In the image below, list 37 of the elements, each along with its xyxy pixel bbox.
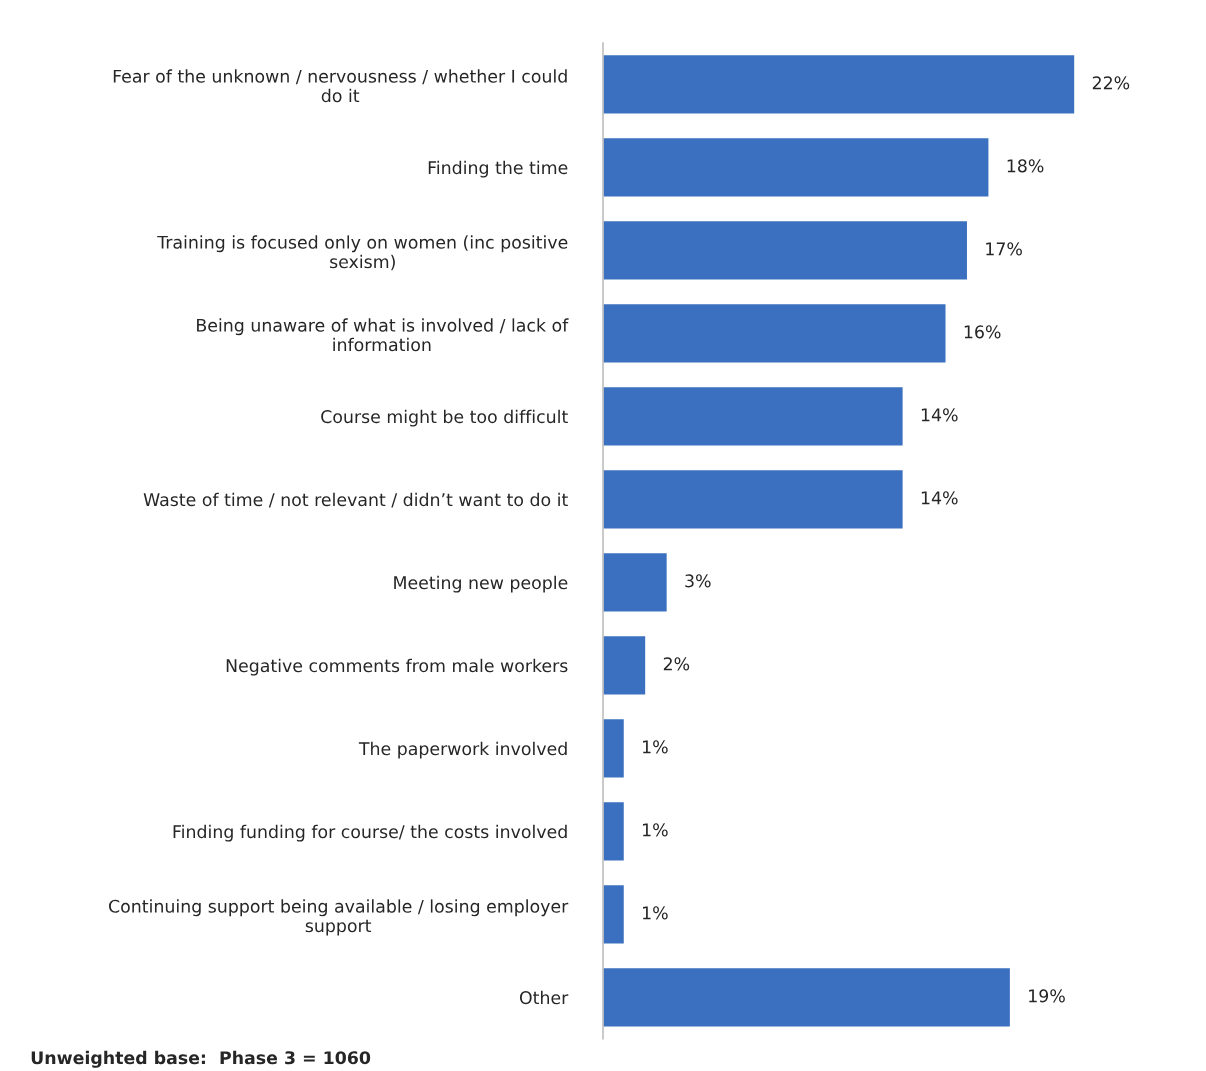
data-label: 14% [921,491,958,505]
y-tick-label: Fear of the unknown / nervousness / whether I could do it [113,69,567,103]
data-label: 17% [986,242,1022,256]
data-label: 19% [1029,989,1065,1003]
y-tick-label: Continuing support being available / losing employer support [109,899,569,936]
bar [603,883,626,945]
data-label: 2% [663,657,690,671]
bar [603,551,669,613]
y-tick-label: Being unaware of what is involved / lack of information [197,318,569,352]
bar [603,717,626,779]
y-tick-label: Finding funding for course/ the costs involved [173,824,567,842]
data-label: 3% [685,574,711,588]
y-tick-label: Meeting new people [394,575,568,593]
data-label: 1% [643,740,668,754]
bar [603,302,947,364]
bar [603,966,1012,1028]
data-label: 18% [1007,159,1044,173]
data-label: 1% [643,823,668,837]
data-label: 1% [643,906,668,920]
bar [603,634,647,696]
y-tick-label: Waste of time / not relevant / didn’t want to do it [143,492,568,508]
text: Unweighted base: Phase 3 = 1060 [31,1050,371,1068]
y-tick-label: The paperwork involved [358,741,567,759]
y-tick-label: Finding the time [428,160,568,178]
bar [603,468,905,530]
bar [603,385,905,447]
data-label: 16% [964,325,1001,339]
y-tick-label: Other [519,990,569,1005]
bar [603,800,626,862]
data-label: 14% [921,408,958,422]
y-tick-label: Course might be too difficult [321,409,568,427]
data-label: 22% [1092,76,1130,90]
y-tick-label: Training is focused only on women (inc positive sexism) [157,235,568,271]
bar [603,219,969,281]
bar [603,53,1076,115]
bar [603,136,990,198]
y-tick-label: Negative comments from male workers [226,658,568,676]
